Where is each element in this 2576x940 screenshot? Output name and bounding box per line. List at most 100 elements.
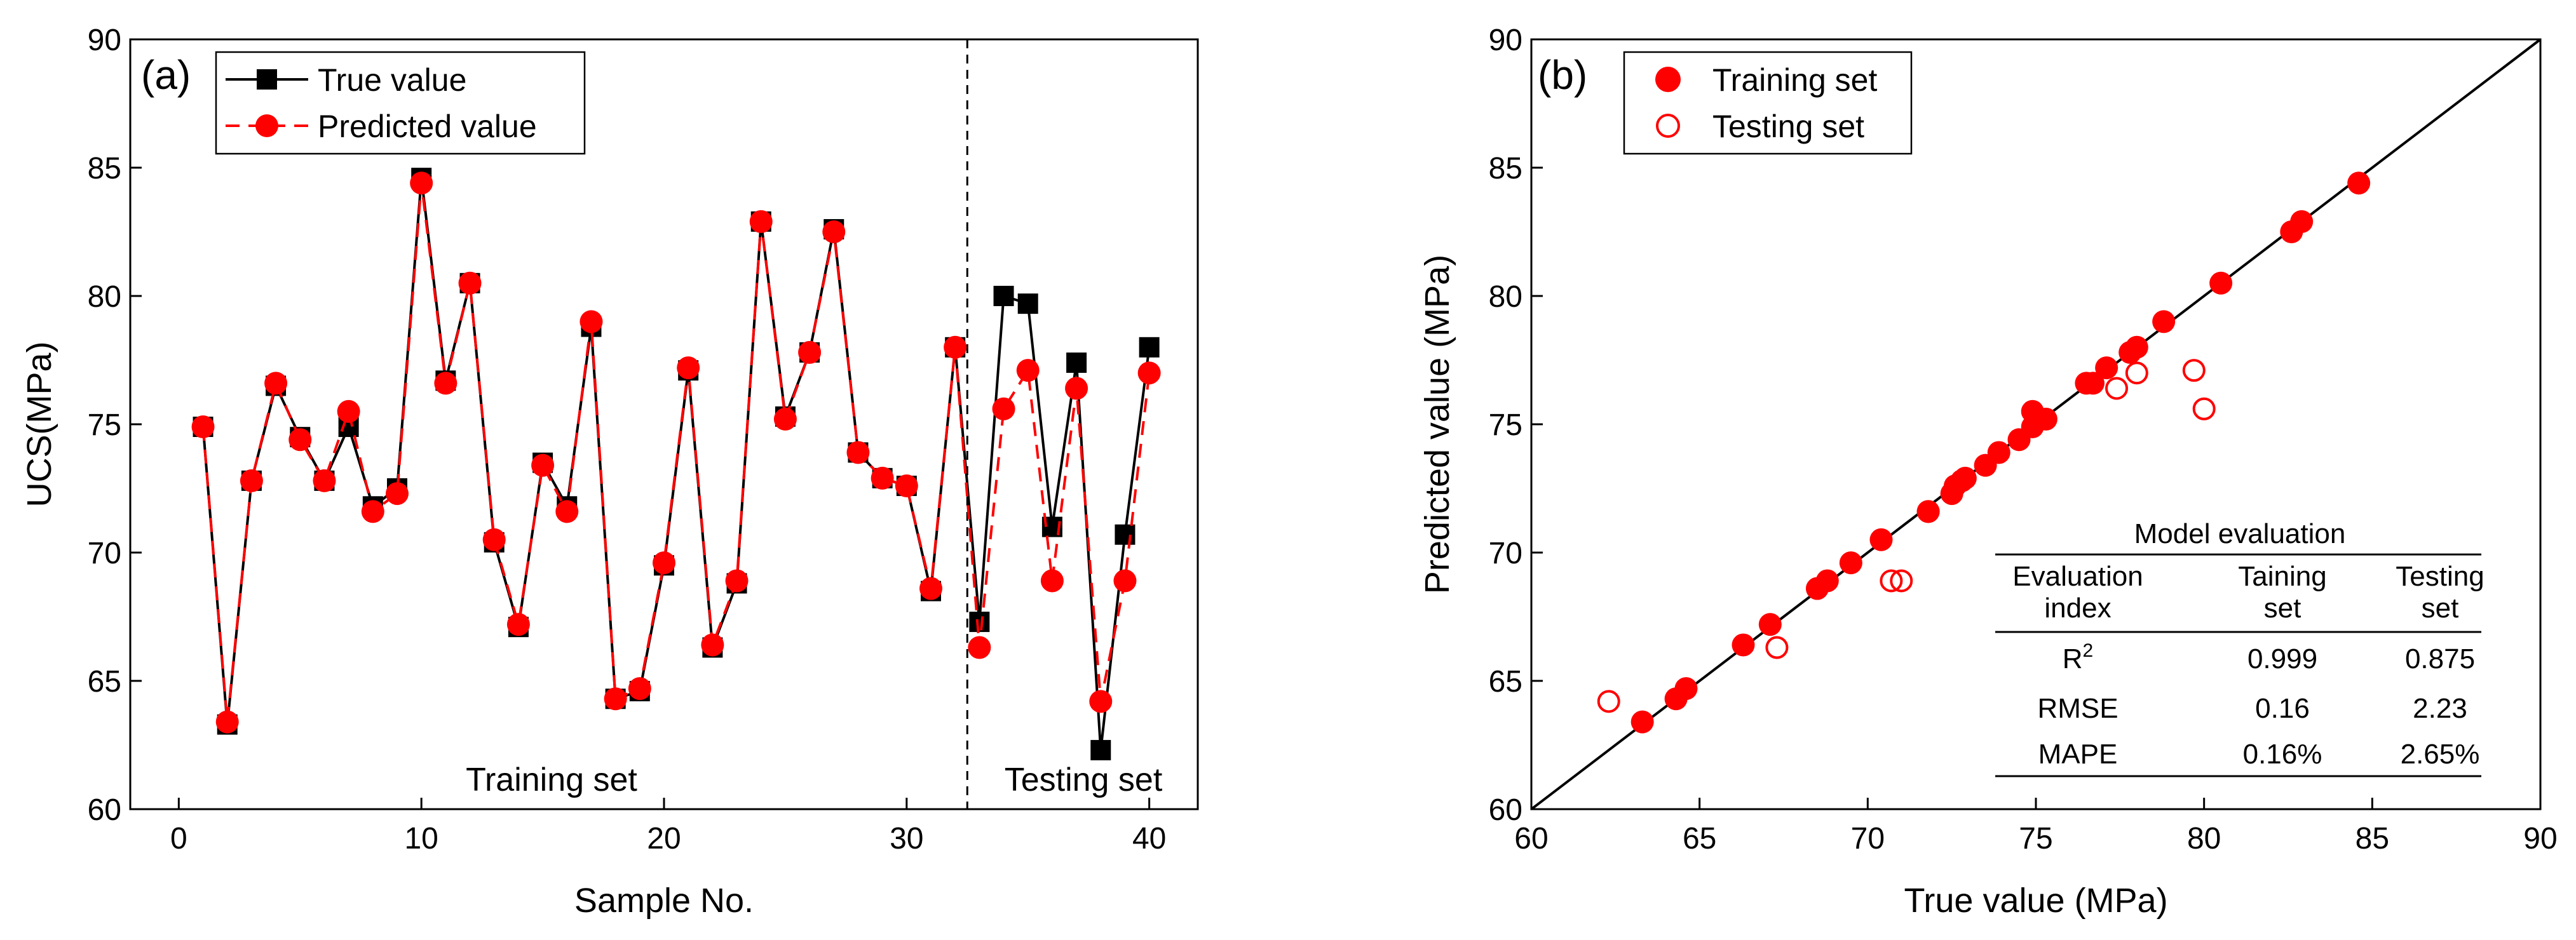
- training-set-point: [2152, 310, 2176, 333]
- panel-a-x-tick-label: 0: [170, 822, 187, 856]
- panel-b-x-tick-label: 90: [2523, 822, 2557, 856]
- panel-b-scatter-chart: 60 65 70 75 80 85 90 60 65 70 75 80 85 90 (b) True va…: [1418, 24, 2558, 920]
- training-set-point: [2347, 171, 2371, 195]
- table-header-test-2: set: [2422, 593, 2459, 624]
- panel-b-legend: Training set Testing set: [1623, 51, 1913, 155]
- training-set-point: [1869, 528, 1893, 551]
- training-set-point: [1987, 441, 2010, 464]
- table-row-rmse-train: 0.16: [2255, 693, 2310, 724]
- testing-set-point: [1597, 690, 1620, 713]
- panel-a-legend-box: [215, 51, 586, 155]
- predicted-value-point: [458, 271, 482, 295]
- legend-true-label: True value: [318, 62, 466, 98]
- legend-pred-marker: [255, 114, 278, 137]
- panel-b-label: (b): [1538, 52, 1587, 98]
- true-value-point: [1115, 524, 1135, 545]
- training-region-label: Training set: [466, 762, 637, 798]
- panel-a-y-tick-label: 80: [88, 280, 121, 314]
- testing-set-point: [2182, 359, 2206, 382]
- predicted-value-point: [580, 310, 603, 333]
- panel-a-y-axis-title: UCS(MPa): [20, 341, 58, 507]
- legend-testing-marker: [1656, 114, 1680, 138]
- predicted-value-point: [1089, 690, 1113, 713]
- predicted-value-point: [604, 687, 627, 711]
- table-row-mape-test: 2.65%: [2401, 739, 2480, 770]
- panel-b-x-tick-label: 70: [1851, 822, 1885, 856]
- predicted-value-point: [677, 356, 700, 380]
- predicted-value-point: [1137, 361, 1161, 385]
- predicted-value-point: [264, 372, 288, 395]
- legend-training-marker: [1655, 67, 1681, 92]
- predicted-value-point: [191, 415, 215, 439]
- panel-a-plot-frame: [129, 38, 1199, 810]
- panel-a-x-tick-label: 20: [647, 822, 681, 856]
- panel-b-y-tick-label: 80: [1489, 280, 1522, 314]
- training-set-point: [1732, 633, 1755, 657]
- predicted-value-point: [240, 469, 263, 492]
- predicted-value-point: [919, 577, 942, 600]
- testing-set-point: [2125, 361, 2148, 385]
- table-header-train-2: set: [2264, 593, 2301, 624]
- true-value-point: [1017, 293, 1038, 314]
- testing-set-point: [1880, 569, 1903, 593]
- true-value-point: [969, 612, 990, 633]
- true-value-point: [993, 286, 1014, 306]
- predicted-value-point: [434, 372, 458, 395]
- training-set-point: [2280, 220, 2303, 243]
- predicted-value-point: [531, 453, 555, 477]
- training-set-point: [2034, 407, 2057, 431]
- panel-a-y-tick-label: 65: [88, 665, 121, 699]
- panel-a-x-tick-label: 10: [404, 822, 438, 856]
- training-set-point: [2007, 428, 2031, 452]
- panel-a-y-tick-label: 60: [88, 793, 121, 827]
- predicted-value-point: [992, 397, 1015, 420]
- training-set-point: [2125, 335, 2148, 359]
- predicted-value-point: [822, 220, 846, 243]
- table-header-metric-2: index: [2044, 593, 2111, 624]
- testing-set-point: [1890, 569, 1913, 593]
- training-set-point: [1839, 551, 1862, 575]
- panel-a-x-axis-title: Sample No.: [574, 882, 754, 920]
- predicted-value-point: [701, 633, 724, 657]
- predicted-value-point: [653, 551, 675, 575]
- testing-set-point: [1765, 636, 1789, 659]
- table-row-mape-metric: MAPE: [2038, 739, 2118, 770]
- true-value-point: [1139, 337, 1160, 358]
- panel-a-y-tick-label: 90: [88, 24, 121, 57]
- predicted-value-point: [628, 677, 651, 701]
- legend-training-label: Training set: [1712, 62, 1877, 98]
- panel-a-y-tick-label: 85: [88, 152, 121, 185]
- predicted-value-point: [1113, 569, 1137, 593]
- training-set-point: [1674, 677, 1698, 701]
- table-row-r2-test: 0.875: [2405, 643, 2475, 675]
- predicted-value-point: [506, 613, 530, 636]
- panel-a-x-tick-label: 40: [1132, 822, 1166, 856]
- testing-region-label: Testing set: [1005, 762, 1163, 798]
- legend-pred-label: Predicted value: [318, 109, 537, 144]
- predicted-value-point: [410, 171, 433, 195]
- training-set-point: [1805, 577, 1829, 600]
- predicted-value-point: [749, 210, 773, 233]
- training-set-point: [1943, 474, 1967, 497]
- panel-b-y-axis-title: Predicted value (MPa): [1418, 255, 1456, 594]
- panel-a-label: (a): [141, 52, 191, 98]
- training-set-point: [1916, 500, 1940, 523]
- predicted-value-point: [555, 500, 579, 523]
- predicted-value-point: [944, 335, 967, 359]
- training-set-point: [1630, 710, 1654, 734]
- predicted-value-point: [846, 441, 870, 464]
- predicted-value-point: [895, 474, 918, 497]
- table-header-train-1: Taining: [2238, 561, 2326, 592]
- predicted-value-point: [288, 428, 312, 452]
- predicted-value-point: [725, 569, 749, 593]
- predicted-value-point: [1040, 569, 1064, 593]
- legend-true-marker: [257, 69, 277, 90]
- model-evaluation-table: Model evaluation Evaluation index Tainin…: [1995, 518, 2484, 777]
- predicted-value-point: [313, 469, 336, 492]
- panel-b-x-tick-label: 65: [1683, 822, 1716, 856]
- panel-b-x-tick-label: 75: [2019, 822, 2052, 856]
- panel-a-y-tick-label: 75: [88, 408, 121, 442]
- training-set-point: [2081, 372, 2105, 395]
- panel-b-x-tick-label: 80: [2187, 822, 2221, 856]
